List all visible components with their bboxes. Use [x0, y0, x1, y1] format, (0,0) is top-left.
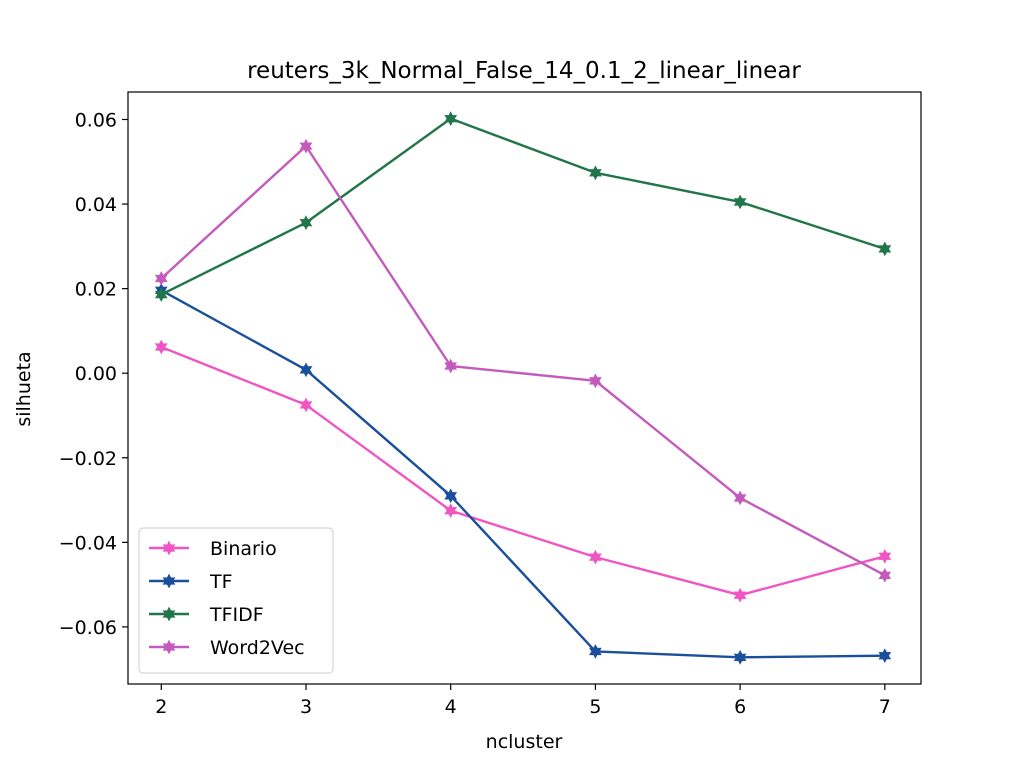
- legend-label: Word2Vec: [210, 637, 305, 659]
- legend-marker: [162, 639, 176, 655]
- y-tick-label: −0.04: [59, 532, 117, 554]
- y-tick-label: 0.04: [75, 194, 117, 216]
- y-tick-label: 0.06: [75, 109, 117, 131]
- data-point: [299, 215, 313, 231]
- data-point: [878, 648, 892, 664]
- data-point: [154, 271, 168, 286]
- data-point: [299, 397, 313, 413]
- legend: Binario TF TFIDF Word2Vec: [138, 527, 334, 674]
- series-tfidf: [154, 111, 892, 302]
- x-tick-label: 7: [879, 696, 891, 718]
- data-point: [589, 373, 602, 389]
- y-axis-label: silhueta: [13, 351, 35, 426]
- data-point: [589, 644, 602, 659]
- x-tick-label: 3: [300, 696, 312, 718]
- data-point: [154, 339, 168, 355]
- series-word2vec: [154, 138, 892, 583]
- data-point: [878, 548, 892, 564]
- legend-label: Binario: [210, 538, 277, 560]
- x-tick-label: 6: [734, 696, 746, 718]
- data-point: [299, 362, 313, 378]
- series-line: [160, 345, 886, 597]
- series-line: [160, 144, 886, 577]
- chart-title: reuters_3k_Normal_False_14_0.1_2_linear_…: [247, 58, 801, 84]
- data-point: [589, 549, 602, 565]
- legend-marker: [162, 606, 176, 622]
- data-point: [589, 165, 602, 181]
- x-tick-label: 5: [589, 696, 601, 718]
- series-binario: [154, 339, 892, 603]
- data-point: [444, 503, 458, 518]
- x-axis-label: ncluster: [486, 731, 563, 753]
- data-point: [733, 650, 747, 665]
- legend-label: TF: [209, 571, 233, 593]
- y-tick-label: 0.00: [75, 363, 117, 385]
- legend-item: TFIDF: [149, 604, 264, 626]
- y-tick-label: −0.02: [59, 448, 117, 470]
- y-tick-label: 0.02: [75, 279, 117, 301]
- legend-box: [138, 527, 334, 674]
- legend-item: Binario: [149, 538, 277, 560]
- data-point: [878, 567, 892, 583]
- series-line: [160, 289, 885, 659]
- plot-frame: [127, 91, 922, 685]
- data-point: [444, 358, 458, 374]
- legend-item: TF: [149, 571, 233, 593]
- legend-marker: [162, 540, 176, 556]
- series-layer: [154, 111, 892, 665]
- legend-marker: [162, 573, 176, 589]
- y-tick-label: −0.06: [59, 617, 117, 639]
- data-point: [299, 138, 313, 154]
- series-line: [160, 117, 886, 296]
- axes-layer: 2 3 4 5 6 7 0.06 0.04 0.02 0.00 −0.02 −0.04 −0.06: [59, 91, 922, 718]
- legend-label: TFIDF: [209, 604, 264, 626]
- x-tick-label: 2: [155, 696, 167, 718]
- data-point: [733, 194, 747, 210]
- data-point: [733, 490, 747, 506]
- data-point: [878, 241, 892, 257]
- data-point: [733, 587, 747, 603]
- data-point: [444, 488, 458, 504]
- legend-item: Word2Vec: [149, 637, 305, 659]
- data-point: [154, 287, 168, 302]
- data-point: [444, 111, 458, 126]
- x-tick-label: 4: [445, 696, 457, 718]
